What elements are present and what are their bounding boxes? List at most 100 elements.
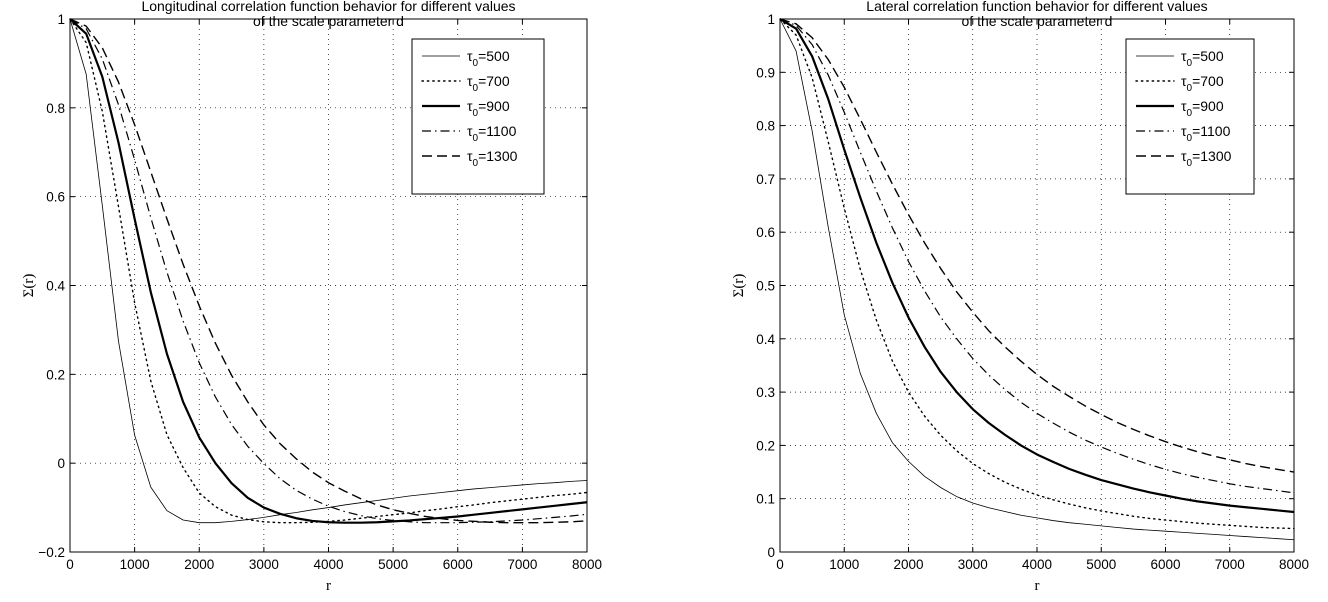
legend-label-subscript: 0	[473, 58, 479, 69]
y-tick-label: 1	[57, 12, 65, 27]
legend-label: τ0=500	[467, 48, 510, 69]
legend-label-subscript: 0	[1187, 83, 1193, 94]
x-tick-label: 3000	[249, 557, 279, 572]
legend-label-value: =1300	[478, 148, 518, 164]
y-axis-label: Σ(r)	[21, 274, 37, 298]
legend-label-symbol: τ	[1181, 148, 1187, 164]
x-tick-label: 6000	[443, 557, 473, 572]
legend-label: τ0=700	[1181, 73, 1224, 94]
x-tick-label: 3000	[958, 557, 988, 572]
series-line-900	[69, 18, 588, 524]
y-tick-label: 0.7	[756, 172, 775, 187]
x-tick-label: 4000	[313, 557, 343, 572]
y-tick-label: 0.2	[46, 367, 65, 382]
chart-title: of the scale parameter d	[253, 13, 404, 29]
x-tick-label: 5000	[378, 557, 408, 572]
x-tick-label: 0	[66, 557, 74, 572]
legend-label: τ0=900	[467, 98, 510, 119]
legend-label: τ0=700	[467, 73, 510, 94]
y-tick-label: 0.4	[756, 332, 775, 347]
x-tick-label: 8000	[572, 557, 602, 572]
legend-label-value: =700	[478, 73, 510, 89]
y-tick-label: 1	[767, 12, 775, 27]
legend-label: τ0=1100	[467, 123, 517, 144]
chart-2: 0 1000 2000 3000 4000 5000 6000 7000 800000.10.2…	[731, 0, 1309, 594]
legend-label-subscript: 0	[1187, 133, 1193, 144]
legend-label-symbol: τ	[1181, 73, 1187, 89]
x-tick-label: 2000	[893, 557, 923, 572]
legend-box	[1125, 38, 1255, 195]
legend-label-value: =700	[1192, 73, 1224, 89]
x-tick-label: 7000	[507, 557, 537, 572]
chart-title: Longitudinal correlation function behavi…	[141, 0, 515, 14]
x-tick-label: 7000	[1215, 557, 1245, 572]
legend-label-value: =500	[1192, 48, 1224, 64]
y-tick-label: 0.8	[46, 101, 65, 116]
legend-label-subscript: 0	[473, 133, 479, 144]
y-tick-label: 0.6	[46, 190, 65, 205]
legend-label-symbol: τ	[467, 73, 473, 89]
series-line-900	[779, 18, 1295, 514]
x-axis-label: r	[326, 578, 331, 594]
x-tick-label: 1000	[120, 557, 150, 572]
y-tick-label: −0.2	[38, 545, 65, 560]
x-tick-label: 0	[776, 557, 784, 572]
series-line-500	[69, 18, 588, 524]
x-tick-label: 1000	[829, 557, 859, 572]
y-tick-label: 0	[57, 456, 65, 471]
y-tick-label: 0.8	[756, 119, 775, 134]
legend-label-value: =1100	[478, 123, 516, 139]
y-tick-label: 0.4	[46, 279, 65, 294]
chart-title: Lateral correlation function behavior fo…	[866, 0, 1207, 14]
legend-label-symbol: τ	[1181, 98, 1187, 114]
y-tick-label: 0.1	[756, 492, 775, 507]
x-tick-label: 5000	[1086, 557, 1116, 572]
legend-label-value: =900	[1192, 98, 1224, 114]
y-tick-label: 0.6	[756, 225, 775, 240]
legend-label: τ0=1300	[1181, 148, 1232, 169]
legend-label-symbol: τ	[467, 148, 473, 164]
x-tick-label: 2000	[184, 557, 214, 572]
legend-label-symbol: τ	[467, 48, 473, 64]
legend-box	[411, 38, 545, 195]
x-tick-label: 4000	[1022, 557, 1052, 572]
y-tick-label: 0.9	[756, 65, 775, 80]
y-tick-label: 0.5	[756, 279, 775, 294]
y-tick-label: 0	[767, 545, 775, 560]
legend-label-subscript: 0	[1187, 58, 1193, 69]
legend-label-value: =1300	[1192, 148, 1232, 164]
chart-1: 0 1000 2000 3000 4000 5000 6000 7000 8000−0.200.…	[21, 0, 602, 594]
legend-label: τ0=1300	[467, 148, 518, 169]
y-axis-label: Σ(r)	[731, 274, 747, 298]
legend-label-subscript: 0	[1187, 158, 1193, 169]
legend-label-subscript: 0	[473, 83, 479, 94]
series-line-700	[779, 18, 1295, 530]
series-line-1100	[69, 18, 588, 524]
legend-label-subscript: 0	[473, 158, 479, 169]
series-line-1300	[69, 18, 588, 524]
legend-label-value: =500	[478, 48, 510, 64]
legend-label-subscript: 0	[473, 108, 479, 119]
chart-title: of the scale parameter d	[962, 13, 1113, 29]
y-tick-label: 0.2	[756, 438, 775, 453]
series-line-500	[779, 18, 1295, 541]
legend-label-symbol: τ	[467, 98, 473, 114]
legend-label-symbol: τ	[1181, 123, 1187, 139]
legend-label: τ0=900	[1181, 98, 1224, 119]
series-line-1300	[779, 18, 1295, 473]
x-axis-label: r	[1035, 578, 1040, 594]
legend-label-symbol: τ	[1181, 48, 1187, 64]
y-tick-label: 0.3	[756, 385, 775, 400]
x-tick-label: 8000	[1279, 557, 1309, 572]
x-tick-label: 6000	[1150, 557, 1180, 572]
legend-label-value: =900	[478, 98, 510, 114]
series-line-1100	[779, 18, 1295, 494]
legend-label: τ0=500	[1181, 48, 1224, 69]
legend-label-symbol: τ	[467, 123, 473, 139]
legend-label-subscript: 0	[1187, 108, 1193, 119]
legend-label-value: =1100	[1192, 123, 1230, 139]
